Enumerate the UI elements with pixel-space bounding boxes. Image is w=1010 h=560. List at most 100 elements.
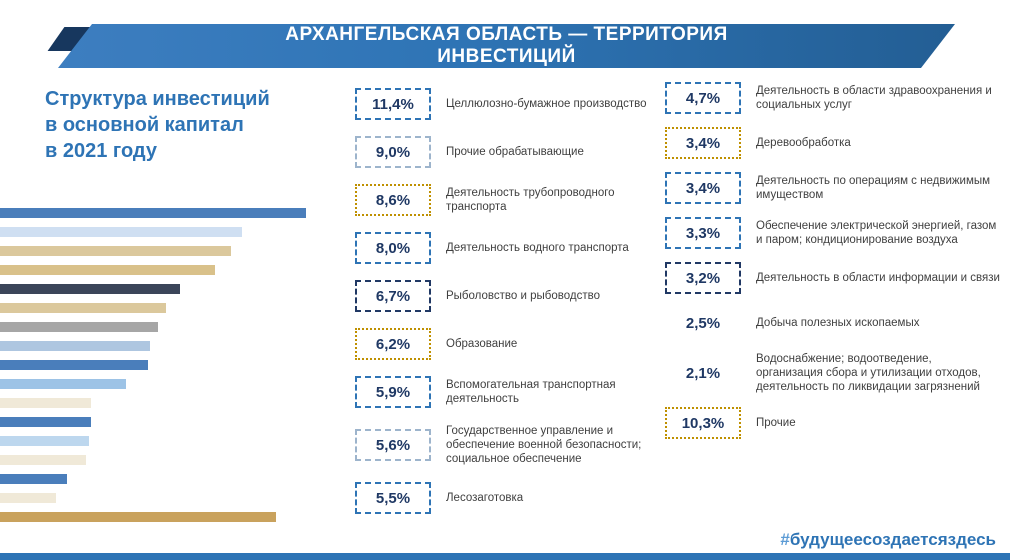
percent-value: 4,7% (685, 89, 721, 107)
stat-column-right: 4,7% Деятельность в области здравоохране… (665, 82, 1000, 439)
percent-value: 10,3% (681, 414, 725, 432)
percent-value: 3,4% (685, 134, 721, 152)
percent-value: 3,4% (685, 179, 721, 197)
percent-label: Деятельность по операциям с недвижимым и… (756, 175, 991, 201)
percent-value: 8,0% (375, 239, 411, 257)
bar (0, 265, 215, 275)
percent-box: 11,4% (355, 88, 431, 120)
percent-value: 6,7% (375, 287, 411, 305)
bar (0, 246, 231, 256)
bar (0, 436, 89, 446)
bar (0, 379, 127, 389)
stat-row: 8,6% Деятельность трубопроводного трансп… (355, 184, 647, 216)
percent-label: Деятельность в области информации и связ… (756, 272, 1000, 284)
bar (0, 512, 277, 522)
percent-box: 9,0% (355, 136, 431, 168)
percent-label: Прочие (756, 417, 796, 429)
percent-label: Прочие обрабатывающие (446, 146, 584, 158)
stat-row: 3,4% Деятельность по операциям с недвижи… (665, 172, 1000, 204)
banner: АРХАНГЕЛЬСКАЯ ОБЛАСТЬ — ТЕРРИТОРИЯ ИНВЕС… (47, 24, 955, 68)
page-title: Структура инвестиций в основной капитал … (45, 86, 325, 164)
percent-value: 3,2% (685, 269, 721, 287)
hashtag-text: будущеесоздаетсяздесь (789, 530, 996, 549)
percent-label: Государственное управление и обеспечение… (446, 425, 642, 465)
bar (0, 455, 86, 465)
percent-value: 2,5% (685, 314, 721, 332)
banner-title-line2: ИНВЕСТИЦИЙ (437, 46, 576, 67)
banner-title-line1: АРХАНГЕЛЬСКАЯ ОБЛАСТЬ — ТЕРРИТОРИЯ (285, 24, 728, 45)
percent-box: 5,5% (355, 482, 431, 514)
page-title-line2: в основной капитал (45, 114, 244, 136)
bar (0, 417, 92, 427)
bar (0, 493, 57, 503)
percent-box: 3,4% (665, 127, 741, 159)
bar (0, 208, 306, 218)
percent-label: Деревообработка (756, 137, 851, 149)
bar (0, 360, 148, 370)
percent-box: 2,1% (665, 357, 741, 389)
page-title-line1: Структура инвестиций (45, 88, 270, 110)
stat-row: 4,7% Деятельность в области здравоохране… (665, 82, 1000, 114)
bar-chart (0, 208, 306, 531)
percent-box: 6,7% (355, 280, 431, 312)
percent-box: 5,6% (355, 429, 431, 461)
percent-label: Обеспечение электрической энергией, газо… (756, 220, 997, 246)
percent-label: Целлюлозно-бумажное производство (446, 98, 647, 110)
stat-row: 3,3% Обеспечение электрической энергией,… (665, 217, 1000, 249)
banner-title: АРХАНГЕЛЬСКАЯ ОБЛАСТЬ — ТЕРРИТОРИЯ ИНВЕС… (58, 24, 955, 68)
percent-label: Деятельность трубопроводного транспорта (446, 187, 615, 213)
percent-value: 8,6% (375, 191, 411, 209)
stat-row: 5,9% Вспомогательная транспортная деятел… (355, 376, 647, 408)
percent-box: 2,5% (665, 307, 741, 339)
percent-value: 5,5% (375, 489, 411, 507)
percent-label: Лесозаготовка (446, 492, 524, 504)
bar (0, 227, 242, 237)
percent-label: Деятельность водного транспорта (446, 242, 629, 254)
hashtag: #будущеесоздаетсяздесь (780, 530, 996, 550)
bar (0, 284, 180, 294)
percent-label: Вспомогательная транспортная деятельност… (446, 379, 616, 405)
stat-row: 11,4% Целлюлозно-бумажное производство (355, 88, 647, 120)
hashtag-symbol: # (780, 530, 790, 549)
percent-box: 10,3% (665, 407, 741, 439)
stat-row: 10,3% Прочие (665, 407, 1000, 439)
stat-row: 2,5% Добыча полезных ископаемых (665, 307, 1000, 339)
percent-value: 11,4% (372, 95, 414, 113)
footer-strip (0, 553, 1010, 560)
stat-row: 6,2% Образование (355, 328, 647, 360)
percent-value: 5,6% (375, 436, 411, 454)
percent-box: 3,4% (665, 172, 741, 204)
stat-row: 6,7% Рыболовство и рыбоводство (355, 280, 647, 312)
percent-label: Образование (446, 338, 518, 350)
percent-label: Добыча полезных ископаемых (756, 317, 920, 329)
percent-label: Водоснабжение; водоотведение, организаци… (756, 353, 981, 393)
bar (0, 341, 151, 351)
percent-value: 2,1% (685, 364, 721, 382)
bar (0, 398, 92, 408)
percent-box: 3,2% (665, 262, 741, 294)
stat-row: 3,4% Деревообработка (665, 127, 1000, 159)
percent-box: 8,6% (355, 184, 431, 216)
stat-row: 9,0% Прочие обрабатывающие (355, 136, 647, 168)
stat-row: 5,6% Государственное управление и обеспе… (355, 424, 647, 466)
percent-box: 3,3% (665, 217, 741, 249)
bar (0, 474, 68, 484)
percent-value: 3,3% (685, 224, 721, 242)
bar (0, 303, 167, 313)
percent-label: Деятельность в области здравоохранения и… (756, 85, 992, 111)
percent-box: 4,7% (665, 82, 741, 114)
bar (0, 322, 159, 332)
page-title-line3: в 2021 году (45, 140, 157, 162)
stat-row: 8,0% Деятельность водного транспорта (355, 232, 647, 264)
stat-row: 5,5% Лесозаготовка (355, 482, 647, 514)
percent-box: 6,2% (355, 328, 431, 360)
stat-row: 2,1% Водоснабжение; водоотведение, орган… (665, 352, 1000, 394)
percent-value: 9,0% (375, 143, 411, 161)
percent-box: 5,9% (355, 376, 431, 408)
percent-value: 5,9% (375, 383, 411, 401)
percent-value: 6,2% (375, 335, 411, 353)
stat-column-left: 11,4% Целлюлозно-бумажное производство 9… (355, 88, 647, 514)
percent-label: Рыболовство и рыбоводство (446, 290, 600, 302)
percent-box: 8,0% (355, 232, 431, 264)
stat-row: 3,2% Деятельность в области информации и… (665, 262, 1000, 294)
